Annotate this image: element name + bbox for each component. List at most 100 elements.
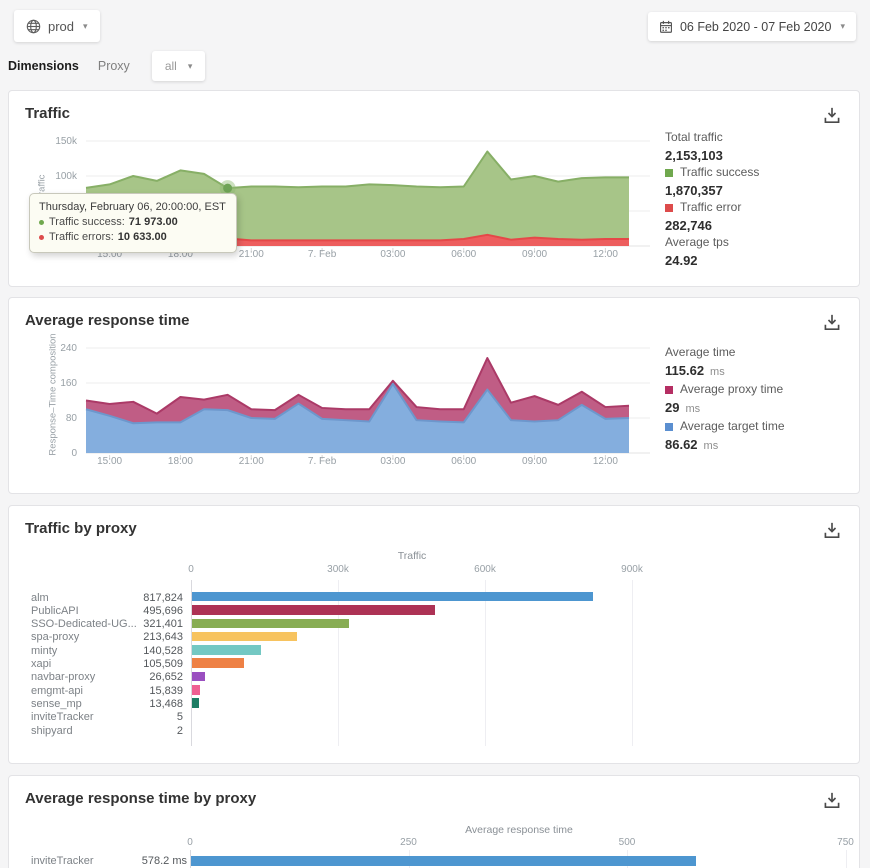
proxy-bar <box>192 698 199 708</box>
card-title: Average response time <box>25 312 190 329</box>
chart-tooltip: Thursday, February 06, 20:00:00, EST Tra… <box>29 193 237 253</box>
legend-swatch <box>665 385 673 394</box>
response-time-by-proxy-card: Average response time by proxy Average r… <box>8 775 860 868</box>
proxy-value: 26,652 <box>149 671 183 684</box>
proxy-bar <box>192 685 200 695</box>
svg-text:03:00: 03:00 <box>380 249 405 260</box>
download-button[interactable] <box>821 104 843 126</box>
axis-title: Average response time <box>465 824 573 836</box>
series-dot <box>39 235 44 240</box>
svg-text:80: 80 <box>66 413 78 424</box>
svg-text:15:00: 15:00 <box>97 249 122 260</box>
svg-text:09:00: 09:00 <box>522 249 547 260</box>
stat-average-time: Average time 115.62 ms <box>665 345 736 378</box>
dimension-name: Proxy <box>97 59 130 73</box>
svg-text:12:00: 12:00 <box>593 456 618 467</box>
card-title: Traffic <box>25 105 71 122</box>
proxy-label: SSO-Dedicated-UG... <box>31 618 137 631</box>
proxy-label: spa-proxy <box>31 631 80 644</box>
proxy-label: inviteTracker <box>31 854 94 867</box>
proxy-bar <box>192 658 244 668</box>
proxy-value: 213,643 <box>143 631 183 644</box>
dimensions-label: Dimensions <box>8 59 79 73</box>
filters-row: Dimensions Proxy all ▾ <box>8 50 206 82</box>
card-title: Traffic by proxy <box>25 520 137 537</box>
proxy-bar <box>192 645 261 655</box>
svg-text:160: 160 <box>60 378 77 389</box>
stat-traffic-error: Traffic error 282,746 <box>665 200 742 233</box>
proxy-label: inviteTracker <box>31 711 94 724</box>
legend-swatch <box>665 168 673 177</box>
axis-tick-label: 300k <box>327 564 349 575</box>
proxy-bar <box>191 855 697 866</box>
download-button[interactable] <box>821 789 843 811</box>
environment-selector[interactable]: prod ▾ <box>14 10 100 42</box>
legend-swatch <box>665 422 673 431</box>
series-dot <box>39 220 44 225</box>
proxy-label: shipyard <box>31 724 73 737</box>
proxy-value: 321,401 <box>143 618 183 631</box>
svg-text:18:00: 18:00 <box>168 456 193 467</box>
chevron-down-icon: ▾ <box>187 60 193 71</box>
svg-text:7. Feb: 7. Feb <box>308 249 337 260</box>
gridline <box>485 580 486 746</box>
svg-text:240: 240 <box>60 343 77 354</box>
date-range-selector[interactable]: 06 Feb 2020 - 07 Feb 2020 ▾ <box>647 12 856 41</box>
tooltip-title: Thursday, February 06, 20:00:00, EST <box>39 201 226 213</box>
axis-tick-label: 500 <box>618 837 636 848</box>
stat-average-tps: Average tps 24.92 <box>665 235 729 268</box>
svg-text:18:00: 18:00 <box>168 249 193 260</box>
tooltip-row: Traffic errors: 10 633.00 <box>39 230 226 245</box>
axis-line <box>191 580 192 746</box>
proxy-label: xapi <box>31 658 52 670</box>
axis-tick-label: 750 <box>837 837 854 848</box>
response-time-stats: Average time 115.62 ms Average proxy time… <box>665 344 785 455</box>
svg-text:100k: 100k <box>55 171 78 182</box>
svg-text:06:00: 06:00 <box>451 249 476 260</box>
axis-tick-label: 600k <box>474 564 496 575</box>
axis-tick-label: 900k <box>621 564 643 575</box>
svg-text:06:00: 06:00 <box>451 456 476 467</box>
area-series <box>86 383 629 453</box>
proxy-bar <box>192 605 435 615</box>
proxy-label: navbar-proxy <box>31 671 96 684</box>
axis-tick-label: 250 <box>400 837 417 848</box>
svg-text:150k: 150k <box>55 136 78 147</box>
proxy-value: 105,509 <box>143 658 183 670</box>
response-time-area-chart[interactable]: 0 80 160 240 15:00 18:00 21:00 7. Feb 03:00 06:00… <box>9 298 659 488</box>
svg-text:12:00: 12:00 <box>593 249 618 260</box>
proxy-bar <box>192 631 297 642</box>
proxy-value: 5 <box>176 711 183 724</box>
svg-text:09:00: 09:00 <box>522 456 547 467</box>
stat-total-traffic: Total traffic 2,153,103 <box>665 130 723 163</box>
legend-swatch <box>665 203 673 212</box>
gridline <box>338 580 339 746</box>
axis-labels: 0 80 160 240 15:00 18:00 21:00 7. Feb 03:00 06:00… <box>60 343 618 467</box>
series-line <box>85 357 630 415</box>
proxy-value: 13,468 <box>149 697 183 710</box>
response-time-card: Average response time 0 80 160 240 15:00 18:0… <box>8 297 860 494</box>
traffic-stats: Total traffic 2,153,103 Traffic success … <box>665 129 759 269</box>
stat-average-proxy-time: Average proxy time 29 ms <box>665 382 784 415</box>
environment-label: prod <box>48 18 75 34</box>
download-button[interactable] <box>821 519 843 541</box>
proxy-value: 2 <box>176 724 183 737</box>
proxy-label: minty <box>31 644 58 657</box>
svg-text:0: 0 <box>71 448 77 459</box>
svg-text:21:00: 21:00 <box>239 456 264 467</box>
axis-title: Traffic <box>397 550 427 562</box>
date-range-label: 06 Feb 2020 - 07 Feb 2020 <box>679 19 832 34</box>
card-title: Average response time by proxy <box>25 790 257 807</box>
proxy-bar <box>192 591 593 602</box>
svg-text:21:00: 21:00 <box>239 249 264 260</box>
y-axis-title: Response–Time composition <box>47 332 59 456</box>
gridline <box>845 850 847 868</box>
download-button[interactable] <box>821 311 843 333</box>
dimension-value-label: all <box>164 59 177 73</box>
dimension-value-selector[interactable]: all ▾ <box>151 51 206 81</box>
tooltip-row: Traffic success: 71 973.00 <box>39 215 226 230</box>
proxy-value: 495,696 <box>143 604 183 617</box>
proxy-label: alm <box>31 591 49 604</box>
